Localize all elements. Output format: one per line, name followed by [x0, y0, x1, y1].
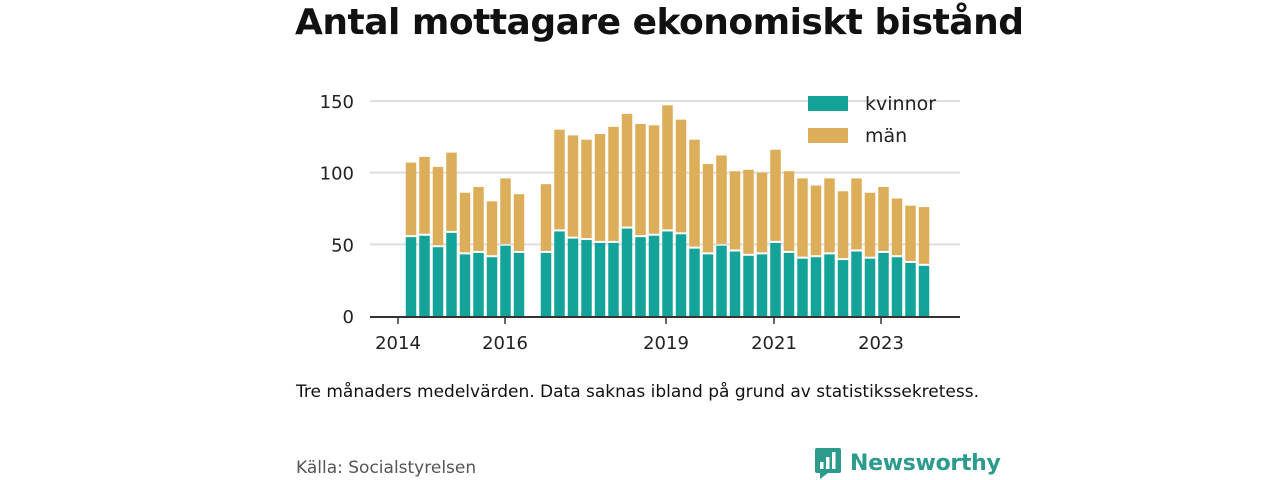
bar-man [891, 198, 903, 256]
bar-man [918, 207, 930, 264]
bar-man [878, 187, 889, 251]
bar-kvinnor [756, 254, 768, 316]
y-tick-label: 50 [331, 235, 354, 256]
bar-man [540, 184, 552, 251]
legend-swatch [808, 128, 848, 143]
bar-man [864, 192, 876, 257]
bar-kvinnor [729, 251, 741, 316]
bar-kvinnor [554, 231, 565, 316]
bar-man [716, 155, 727, 244]
bar-kvinnor [432, 247, 444, 316]
bar-man [554, 129, 565, 230]
brand-logo: Newsworthy [814, 446, 1001, 480]
y-tick-label: 150 [320, 92, 354, 113]
bar-man [594, 133, 606, 241]
bar-kvinnor [783, 252, 795, 316]
bar-kvinnor [540, 252, 552, 316]
bar-kvinnor [662, 231, 673, 316]
bar-man [689, 139, 700, 247]
bar-kvinnor [716, 245, 727, 316]
bar-man [500, 178, 511, 244]
bar-man [473, 187, 484, 251]
bar-kvinnor [797, 258, 808, 316]
legend-label: män [865, 125, 907, 147]
newsworthy-logo-icon [815, 448, 841, 479]
bar-kvinnor [500, 245, 511, 316]
x-tick-label: 2023 [858, 333, 904, 354]
bar-kvinnor [770, 242, 781, 316]
bar-kvinnor [419, 235, 430, 316]
y-tick-label: 0 [343, 307, 354, 328]
bar-kvinnor [891, 257, 903, 316]
bar-man [635, 123, 646, 236]
bar-man [432, 166, 444, 246]
chart-legend: kvinnor män [808, 93, 936, 147]
bar-kvinnor [810, 257, 822, 316]
bar-man [729, 171, 741, 250]
bar-man [486, 201, 498, 256]
x-tick-label: 2014 [375, 333, 421, 354]
bar-man [851, 178, 862, 250]
source-credit: Källa: Socialstyrelsen [296, 458, 477, 478]
bar-man [513, 194, 525, 251]
bar-man [797, 178, 808, 257]
bar-man [648, 125, 660, 234]
chart-note: Tre månaders medelvärden. Data saknas ib… [296, 382, 979, 402]
bar-kvinnor [648, 235, 660, 316]
bar-man [824, 178, 835, 253]
bar-kvinnor [594, 242, 606, 316]
bar-kvinnor [459, 254, 471, 316]
bar-kvinnor [689, 248, 700, 316]
bar-man [419, 156, 430, 234]
bar-kvinnor [608, 242, 619, 316]
bar-man [459, 192, 471, 253]
bar-kvinnor [743, 255, 754, 316]
bar-kvinnor [675, 234, 687, 316]
bar-man [567, 135, 579, 237]
bar-kvinnor [864, 258, 876, 316]
bar-man [621, 113, 633, 227]
x-tick-label: 2019 [643, 333, 689, 354]
bar-man [837, 191, 849, 259]
bar-kvinnor [824, 254, 835, 316]
bar-man [743, 169, 754, 254]
brand-name: Newsworthy [850, 450, 1001, 476]
bar-kvinnor [473, 252, 484, 316]
bar-man [608, 126, 619, 241]
bar-man [770, 149, 781, 241]
bar-man [905, 205, 916, 261]
bar-man [581, 139, 592, 239]
bar-man [783, 171, 795, 251]
bar-kvinnor [635, 237, 646, 316]
bar-kvinnor [446, 232, 457, 316]
bar-man [405, 162, 417, 236]
bar-man [662, 105, 673, 230]
bar-man [810, 185, 822, 256]
bar-kvinnor [837, 260, 849, 316]
x-tick-label: 2021 [751, 333, 797, 354]
chart-title: Antal mottagare ekonomiskt bistånd [295, 2, 1024, 43]
bar-man [702, 164, 714, 253]
bar-kvinnor [878, 252, 889, 316]
y-tick-label: 100 [320, 164, 354, 185]
bar-kvinnor [621, 228, 633, 316]
bar-man [446, 152, 457, 231]
bar-kvinnor [905, 262, 916, 316]
legend-label: kvinnor [865, 93, 936, 115]
bar-kvinnor [918, 265, 930, 316]
stacked-bar-chart: 0 50 100 150 2014 2016 2019 2021 2023 kvinnor män [320, 92, 960, 354]
bar-kvinnor [486, 257, 498, 316]
bar-kvinnor [513, 252, 525, 316]
bar-kvinnor [567, 238, 579, 316]
bar-kvinnor [405, 237, 417, 316]
bar-kvinnor [702, 254, 714, 316]
x-tick-label: 2016 [482, 333, 528, 354]
bar-man [675, 119, 687, 233]
legend-swatch [808, 96, 848, 111]
bar-kvinnor [851, 251, 862, 316]
bar-kvinnor [581, 240, 592, 316]
bar-man [756, 172, 768, 253]
